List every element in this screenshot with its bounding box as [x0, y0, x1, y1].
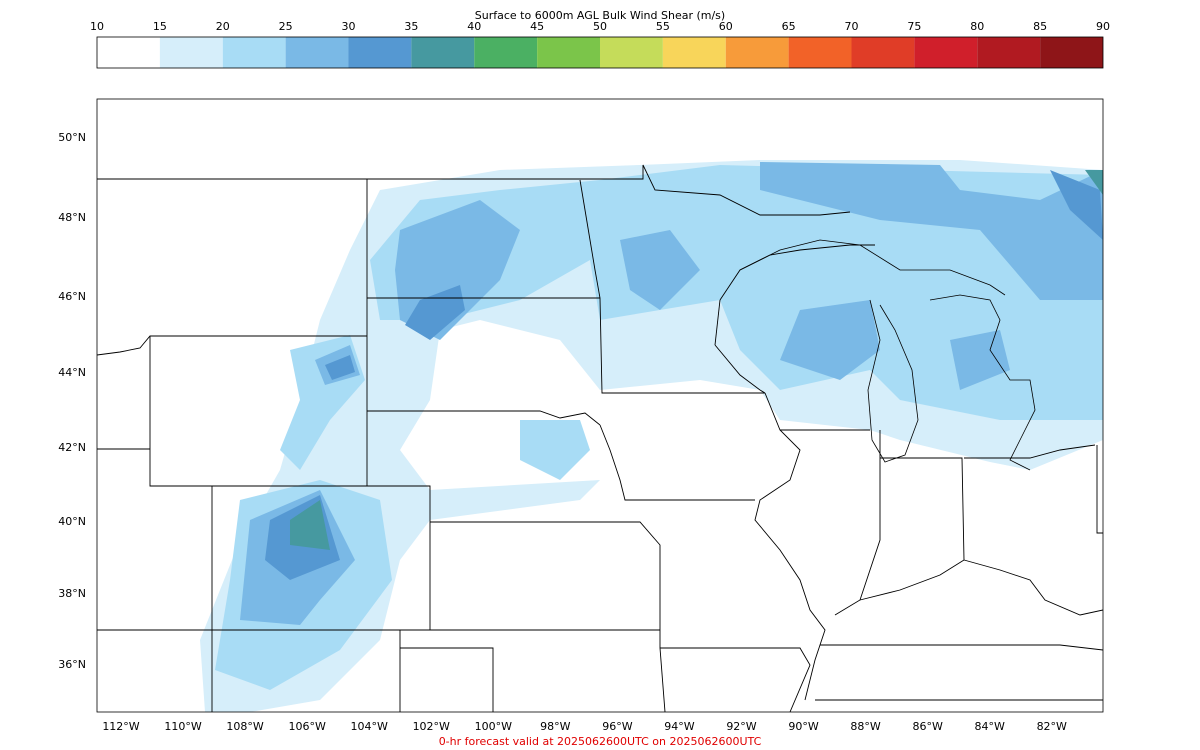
lon-label: 112°W: [102, 720, 139, 733]
lon-label: 100°W: [475, 720, 512, 733]
lon-label: 94°W: [664, 720, 694, 733]
colorbar-tick-label: 75: [907, 20, 921, 33]
colorbar-tick-label: 20: [216, 20, 230, 33]
lat-label: 46°N: [58, 290, 86, 303]
colorbar-tick-label: 55: [656, 20, 670, 33]
colorbar-segment: [851, 37, 915, 68]
lat-label: 50°N: [58, 131, 86, 144]
lat-label: 36°N: [58, 658, 86, 671]
colorbar-tick-label: 15: [153, 20, 167, 33]
lon-label: 90°W: [788, 720, 818, 733]
colorbar-tick-label: 40: [467, 20, 481, 33]
lat-label: 40°N: [58, 515, 86, 528]
footer: 0-hr forecast valid at 2025062600UTC on …: [439, 735, 762, 748]
colorbar-tick-label: 85: [1033, 20, 1047, 33]
colorbar-tick-label: 60: [719, 20, 733, 33]
colorbar-tick-label: 45: [530, 20, 544, 33]
lat-labels: 50°N 48°N 46°N 44°N 42°N 40°N 38°N 36°N: [58, 131, 86, 671]
shear-contour: [780, 300, 880, 380]
shear-contour: [1085, 170, 1103, 195]
shear-contour: [325, 355, 355, 380]
colorbar-tick-label: 30: [342, 20, 356, 33]
lon-label: 98°W: [540, 720, 570, 733]
colorbar-tick-label: 70: [845, 20, 859, 33]
colorbar-segment: [159, 37, 223, 68]
lon-label: 84°W: [975, 720, 1005, 733]
colorbar-tick-label: 10: [90, 20, 104, 33]
shear-contour: [370, 165, 1103, 420]
colorbar-segment: [662, 37, 726, 68]
colorbar-segment: [725, 37, 789, 68]
colorbar-tick-label: 65: [782, 20, 796, 33]
lon-label: 86°W: [912, 720, 942, 733]
colorbar-segment: [914, 37, 978, 68]
colorbar-segment: [222, 37, 286, 68]
colorbar-tick-label: 50: [593, 20, 607, 33]
shading: [200, 160, 1103, 712]
lon-label: 106°W: [288, 720, 325, 733]
colorbar-segment: [977, 37, 1041, 68]
lon-label: 108°W: [226, 720, 263, 733]
lat-label: 48°N: [58, 211, 86, 224]
colorbar-segment: [348, 37, 412, 68]
shear-contour: [405, 285, 465, 340]
colorbar-segment: [600, 37, 663, 68]
colorbar-segment: [411, 37, 475, 68]
colorbar-tick-label: 80: [970, 20, 984, 33]
colorbar-segment: [788, 37, 852, 68]
shear-contour: [1050, 170, 1103, 240]
lon-label: 104°W: [351, 720, 388, 733]
colorbar-tick-label: 90: [1096, 20, 1110, 33]
map: [97, 160, 1103, 712]
colorbar-segment: [97, 37, 160, 68]
lon-label: 88°W: [850, 720, 880, 733]
colorbar-segment: [285, 37, 349, 68]
colorbar-segment: [474, 37, 538, 68]
lon-label: 82°W: [1037, 720, 1067, 733]
shear-contour: [620, 230, 700, 310]
colorbar: 10 15 20 25 30 35 40 45 50 55 60 65 70 75 80 85 90: [90, 20, 1110, 69]
lon-label: 92°W: [726, 720, 756, 733]
shear-contour: [950, 330, 1010, 390]
shear-contour: [520, 420, 590, 480]
lat-label: 42°N: [58, 441, 86, 454]
shear-contour: [290, 500, 330, 550]
colorbar-title: Surface to 6000m AGL Bulk Wind Shear (m/…: [475, 9, 725, 22]
lon-labels: 112°W 110°W 108°W 106°W 104°W 102°W 100°W 98°W 9…: [102, 720, 1067, 733]
lon-label: 96°W: [602, 720, 632, 733]
lat-label: 44°N: [58, 366, 86, 379]
map-frame: [96, 98, 1104, 713]
shear-contour: [760, 162, 1103, 300]
colorbar-tick-label: 35: [404, 20, 418, 33]
boundaries: [97, 164, 1103, 712]
colorbar-tick-label: 25: [279, 20, 293, 33]
lat-label: 38°N: [58, 587, 86, 600]
colorbar-segment: [537, 37, 600, 68]
lon-label: 102°W: [413, 720, 450, 733]
lon-label: 110°W: [164, 720, 201, 733]
colorbar-frame: [96, 36, 1104, 69]
colorbar-segment: [1040, 37, 1103, 68]
